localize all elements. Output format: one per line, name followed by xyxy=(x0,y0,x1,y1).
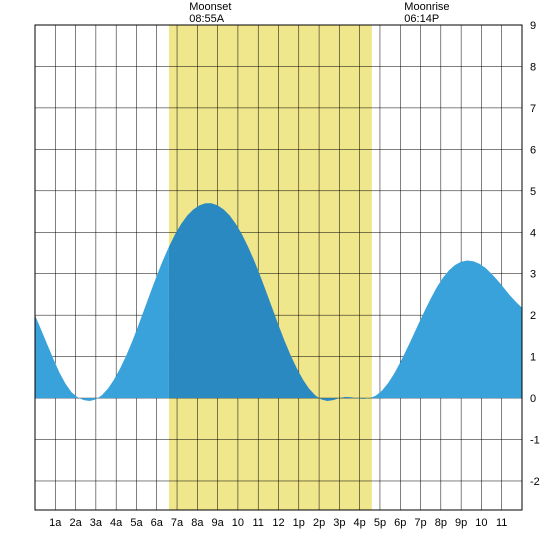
x-tick-label: 12 xyxy=(272,517,284,529)
x-tick-label: 6a xyxy=(151,517,164,529)
y-tick-label: 1 xyxy=(530,352,536,364)
x-tick-label: 11 xyxy=(252,517,263,529)
x-tick-label: 4a xyxy=(110,517,123,529)
x-tick-labels: 1a 2a 3a 4a 5a 6a 7a 8a 9a 10 11 12 1p 2p 3p 4p 5p 6p 7p 8p… xyxy=(49,517,507,529)
x-tick-label: 7a xyxy=(171,517,184,529)
x-tick-label: 10 xyxy=(232,517,244,529)
annotation-title: Moonset xyxy=(189,1,231,13)
y-tick-label: 8 xyxy=(530,61,536,73)
y-tick-label: -2 xyxy=(530,476,540,488)
y-tick-label: -1 xyxy=(530,435,540,447)
y-tick-label: 3 xyxy=(530,269,536,281)
x-tick-label: 9p xyxy=(455,517,467,529)
x-tick-label: 8p xyxy=(435,517,447,529)
x-tick-label: 6p xyxy=(394,517,406,529)
x-tick-label: 3a xyxy=(90,517,103,529)
annotation-title: Moonrise xyxy=(404,1,449,13)
x-tick-label: 3p xyxy=(333,517,345,529)
annotation-time: 06:14P xyxy=(404,13,439,25)
y-tick-labels: -2 -1 0 1 2 3 4 5 6 7 8 9 xyxy=(530,20,540,488)
x-tick-label: 9a xyxy=(212,517,225,529)
x-tick-label: 7p xyxy=(414,517,426,529)
y-tick-label: 5 xyxy=(530,186,536,198)
y-tick-label: 4 xyxy=(530,227,536,239)
x-tick-label: 1a xyxy=(49,517,62,529)
tide-chart: 1a2a3a4a5a6a7a8a9a1011121p2p3p4p5p6p7p8p… xyxy=(0,0,550,550)
y-tick-label: 0 xyxy=(530,393,536,405)
y-tick-label: 9 xyxy=(530,20,536,32)
x-tick-label: 4p xyxy=(354,517,366,529)
y-tick-label: 2 xyxy=(530,310,536,322)
x-tick-label: 5p xyxy=(374,517,386,529)
annotation-time: 08:55A xyxy=(189,13,225,25)
x-tick-label: 5a xyxy=(130,517,143,529)
x-tick-label: 2a xyxy=(69,517,82,529)
x-tick-label: 1p xyxy=(293,517,305,529)
x-tick-label: 10 xyxy=(475,517,487,529)
y-tick-label: 6 xyxy=(530,144,536,156)
y-tick-label: 7 xyxy=(530,103,536,115)
x-tick-label: 11 xyxy=(496,517,507,529)
x-tick-label: 2p xyxy=(313,517,325,529)
x-tick-label: 8a xyxy=(191,517,204,529)
